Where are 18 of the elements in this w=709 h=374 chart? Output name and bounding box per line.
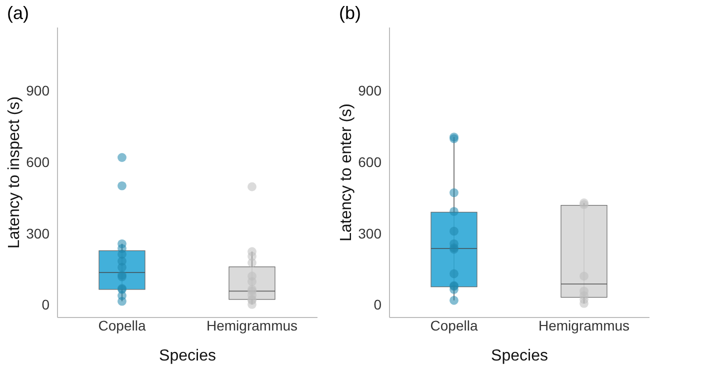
x-tick-label: Hemigrammus [538,318,630,334]
x-tick-label: Copella [98,318,146,334]
y-tick-label: 0 [374,296,382,313]
y-tick-label: 600 [26,154,50,170]
x-axis-title: Species [491,348,548,364]
y-axis-title: Latency to inspect (s) [6,96,24,249]
y-tick-label: 900 [358,82,382,99]
y-axis-title: Latency to enter (s) [338,104,356,242]
chart-title: (b) [339,3,361,23]
y-tick-label: 900 [26,82,50,99]
y-tick-label: 300 [358,225,382,242]
x-tick-label: Hemigrammus [206,318,298,334]
y-tick-label: 0 [42,296,50,313]
y-tick-label: 600 [358,154,382,170]
x-axis-title: Species [159,348,216,364]
x-tick-label: Copella [430,318,478,334]
chart-title: (a) [7,3,29,23]
y-tick-label: 300 [26,225,50,242]
